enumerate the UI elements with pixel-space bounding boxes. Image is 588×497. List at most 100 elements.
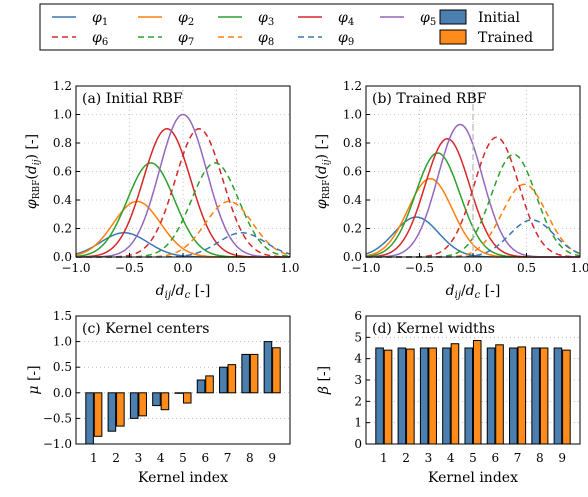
legend-label-φ9-sub: 9: [348, 37, 354, 48]
bar-trained-1: [93, 392, 103, 437]
bar-initial-9: [263, 341, 273, 394]
bar-trained-2: [116, 392, 125, 427]
y-tick-label: 1.2: [53, 79, 72, 93]
y-tick-label: 1: [354, 416, 362, 430]
bar-initial-5: [174, 392, 184, 394]
y-tick-label: 1.0: [53, 108, 72, 122]
x-tick-label: 0.5: [227, 261, 246, 275]
y-tick-label: 1.0: [343, 108, 362, 122]
x-tick-label: 7: [224, 451, 232, 465]
bar-trained-6: [205, 375, 214, 394]
bar-trained-4: [450, 343, 460, 445]
x-axis-label-part: /: [461, 283, 466, 299]
x-tick-label: −0.5: [405, 261, 434, 275]
x-tick-label: 9: [558, 451, 566, 465]
bar-initial-3: [129, 392, 139, 419]
y-axis-label-part: RBF: [322, 180, 332, 200]
bar-trained-6: [495, 344, 504, 445]
y-axis-label: φRBF(dij) [-]: [314, 134, 332, 209]
legend-label-φ4-sub: 4: [348, 17, 354, 28]
bar-initial-2: [397, 347, 407, 445]
panel-title: (b) Trained RBF: [372, 91, 487, 107]
y-axis-label: μ [-]: [26, 365, 42, 394]
x-tick-label: 7: [514, 451, 522, 465]
y-tick-label: 0.8: [53, 136, 72, 150]
x-axis-label-part: [-]: [190, 283, 210, 299]
y-tick-label: 0.8: [343, 136, 362, 150]
x-axis-label: dij/dc [-]: [446, 283, 501, 301]
x-tick-label: 1: [380, 451, 388, 465]
legend-swatch-initial: [439, 9, 467, 25]
x-tick-label: 9: [268, 451, 276, 465]
panel-title: (d) Kernel widths: [372, 321, 495, 337]
x-axis-label: Kernel index: [428, 470, 518, 486]
x-tick-label: −1.0: [351, 261, 380, 275]
y-axis-label: φRBF(dij) [-]: [24, 134, 42, 209]
bar-trained-8: [539, 347, 549, 445]
x-tick-label: 3: [135, 451, 143, 465]
legend-label-φ7-sub: 7: [188, 37, 194, 48]
y-tick-label: 3: [354, 373, 362, 387]
x-tick-label: 0.0: [463, 261, 482, 275]
y-tick-label: 0.6: [343, 165, 362, 179]
x-axis-label-part: d: [446, 283, 455, 299]
y-tick-label: −0.5: [43, 411, 72, 425]
bar-trained-9: [562, 349, 571, 445]
y-axis-label-part: ij: [322, 159, 332, 165]
x-tick-label: 2: [402, 451, 410, 465]
legend-frame: [39, 3, 554, 51]
y-tick-label: 0.0: [53, 386, 72, 400]
y-tick-label: 0.2: [343, 222, 362, 236]
bar-initial-1: [375, 347, 384, 445]
panel-kernel-centers: −1.0 −0.5 0.0 0.5 1.0 1.5 1 2 3 4 5 6 7 8 9 (c) Kernel …: [26, 309, 291, 486]
legend-swatch-trained: [439, 29, 467, 45]
bar-trained-9: [272, 347, 281, 394]
series-line-φ2: [75, 200, 290, 258]
bar-trained-3: [138, 392, 147, 417]
y-axis-label-part: φ: [24, 199, 40, 209]
bar-trained-5: [182, 392, 192, 404]
y-tick-label: 6: [354, 309, 362, 323]
x-tick-label: 8: [246, 451, 254, 465]
x-tick-label: −1.0: [61, 261, 90, 275]
legend-label-φ8-sub: 8: [268, 37, 274, 48]
legend-label-φ6-sub: 6: [102, 37, 108, 48]
y-axis-label-part: (: [314, 174, 330, 179]
x-tick-label: 4: [157, 451, 165, 465]
x-tick-label: 6: [491, 451, 499, 465]
y-tick-label: 0: [354, 437, 362, 451]
legend-label-φ5-sub: 5: [430, 17, 436, 28]
axes-frame: [75, 315, 291, 445]
bar-initial-7: [509, 347, 518, 445]
bar-initial-4: [152, 392, 161, 407]
y-tick-label: 0.5: [53, 360, 72, 374]
x-tick-label: 5: [469, 451, 477, 465]
bar-initial-7: [219, 366, 228, 394]
x-axis-label-part: ij: [165, 290, 171, 301]
bar-initial-8: [531, 347, 540, 445]
bar-initial-4: [442, 347, 451, 445]
y-axis-label-part: ) [-]: [314, 134, 330, 160]
legend-label-φ1-sub: 1: [102, 17, 108, 28]
panel-title: (c) Kernel centers: [82, 321, 209, 337]
legend-label-trained: Trained: [478, 30, 533, 46]
bar-trained-8: [249, 353, 259, 394]
legend-label-initial: Initial: [478, 10, 520, 26]
legend-label-φ3-sub: 3: [268, 17, 274, 28]
panel-initial-rbf: 0.0 0.2 0.4 0.6 0.8 1.0 1.2 −1.0 −0.5 0.0 0.5 1.0 (a…: [24, 79, 300, 301]
panel-trained-rbf: 0.0 0.2 0.4 0.6 0.8 1.0 1.2 −1.0 −0.5 0.0 0.5 1.0 (b…: [314, 79, 588, 301]
x-axis-label-part: d: [466, 283, 475, 299]
bar-initial-6: [486, 347, 496, 445]
bar-initial-6: [196, 379, 206, 394]
y-tick-label: 1.5: [53, 309, 72, 323]
bar-trained-5: [472, 340, 482, 445]
x-tick-label: 5: [179, 451, 187, 465]
bar-trained-1: [383, 349, 393, 445]
bar-initial-3: [419, 347, 429, 445]
y-axis-label-unit: [-]: [316, 366, 332, 386]
x-axis-label-part: ij: [455, 290, 461, 301]
x-tick-label: 2: [112, 451, 120, 465]
